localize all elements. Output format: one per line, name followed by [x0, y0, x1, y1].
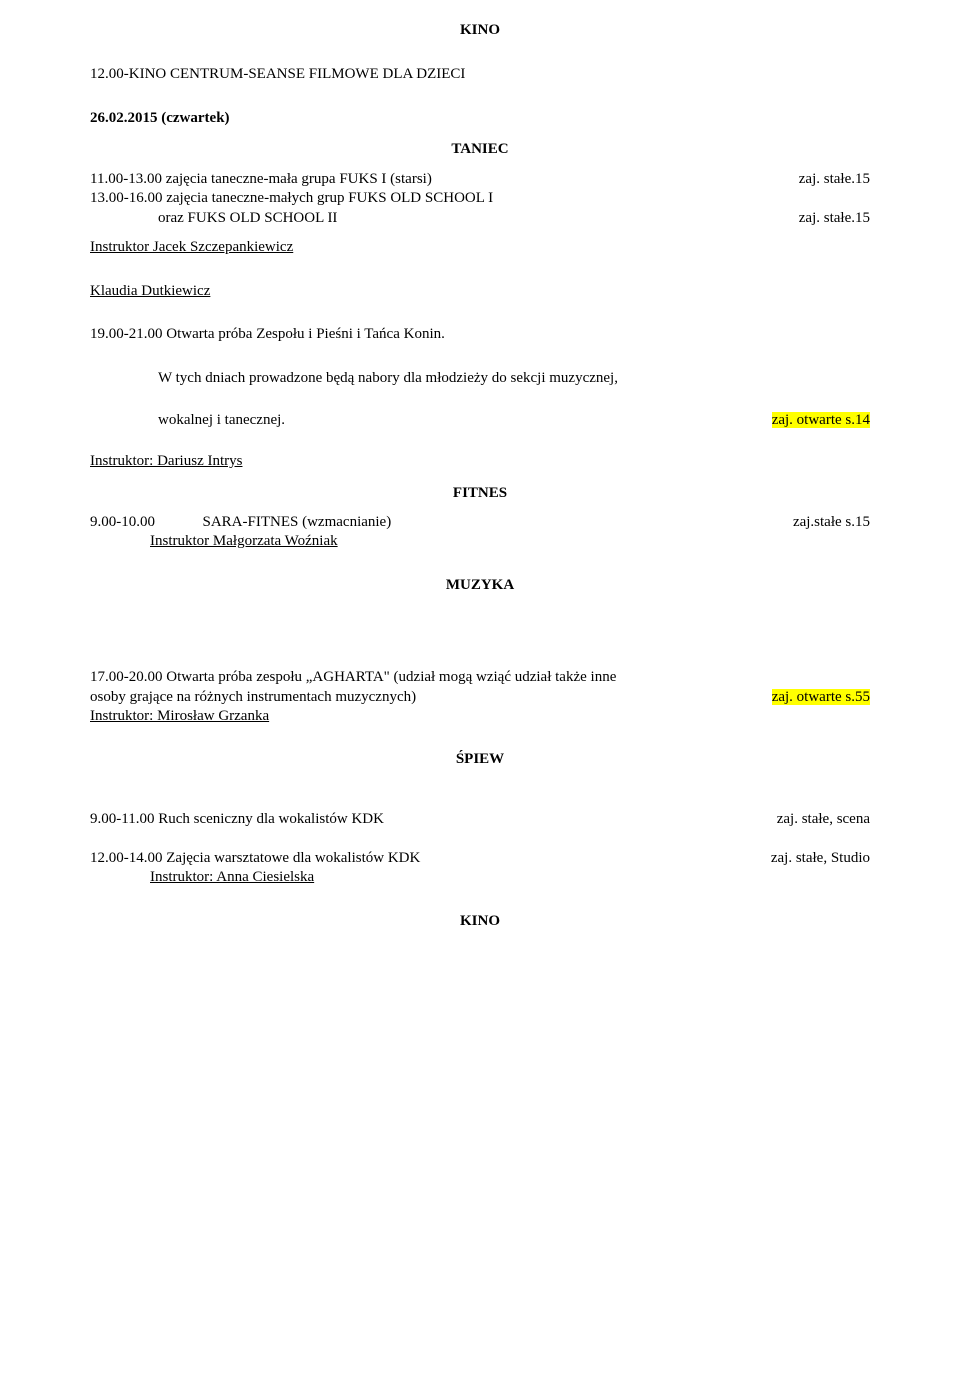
heading-muzyka: MUZYKA	[90, 575, 870, 597]
room: zaj. stałe.15	[799, 210, 870, 226]
heading-kino-2: KINO	[90, 911, 870, 933]
text: wokalnej i tanecznej.	[158, 412, 285, 428]
instructor-dariusz: Instruktor: Dariusz Intrys	[90, 451, 870, 473]
text: 9.00-11.00 Ruch sceniczny dla wokalistów…	[90, 811, 384, 827]
room: zaj. stałe, Studio	[771, 850, 870, 866]
text: 12.00-14.00 Zajęcia warsztatowe dla woka…	[90, 850, 420, 866]
line-otwarta-proba: 19.00-21.00 Otwarta próba Zespołu i Pieś…	[90, 324, 870, 346]
line-kino-seanse: 12.00-KINO CENTRUM-SEANSE FILMOWE DLA DZ…	[90, 64, 870, 86]
instructor-miroslaw: Instruktor: Mirosław Grzanka	[90, 706, 870, 728]
line-fuks-2a: 13.00-16.00 zajęcia taneczne-małych grup…	[90, 188, 870, 210]
youth-para-1: W tych dniach prowadzone będą nabory dla…	[90, 368, 870, 390]
page: KINO 12.00-KINO CENTRUM-SEANSE FILMOWE D…	[0, 0, 960, 973]
agharta-l1: 17.00-20.00 Otwarta próba zespołu „AGHAR…	[90, 667, 870, 689]
agharta-l2: osoby grające na różnych instrumentach m…	[90, 689, 870, 706]
date-line: 26.02.2015 (czwartek)	[90, 108, 870, 130]
line-ruch: 9.00-11.00 Ruch sceniczny dla wokalistów…	[90, 811, 870, 828]
line-fuks-2b: oraz FUKS OLD SCHOOL II zaj. stałe.15	[90, 210, 870, 227]
text: oraz FUKS OLD SCHOOL II	[90, 210, 337, 226]
instructor-malgorzata: Instruktor Małgorzata Woźniak	[90, 531, 870, 553]
line-warsztat: 12.00-14.00 Zajęcia warsztatowe dla woka…	[90, 850, 870, 867]
heading-fitnes: FITNES	[90, 483, 870, 505]
instructor-anna: Instruktor: Anna Ciesielska	[90, 867, 870, 889]
time: 9.00-10.00	[90, 514, 155, 530]
instructor-jacek: Instruktor Jacek Szczepankiewicz	[90, 237, 870, 259]
heading-kino: KINO	[90, 20, 870, 42]
room-highlight: zaj. otwarte s.55	[772, 689, 870, 705]
text: osoby grające na różnych instrumentach m…	[90, 689, 416, 705]
klaudia: Klaudia Dutkiewicz	[90, 281, 870, 303]
text: 11.00-13.00 zajęcia taneczne-mała grupa …	[90, 171, 432, 187]
line-fuks-1: 11.00-13.00 zajęcia taneczne-mała grupa …	[90, 171, 870, 188]
heading-taniec: TANIEC	[90, 139, 870, 161]
room: zaj.stałe s.15	[793, 514, 870, 530]
youth-para-2: wokalnej i tanecznej. zaj. otwarte s.14	[90, 412, 870, 429]
room: zaj. stałe.15	[799, 171, 870, 187]
room: zaj. stałe, scena	[777, 811, 870, 827]
room-highlight: zaj. otwarte s.14	[772, 412, 870, 428]
line-sara: 9.00-10.00 SARA-FITNES (wzmacnianie) zaj…	[90, 514, 870, 531]
heading-spiew: ŚPIEW	[90, 749, 870, 771]
label: SARA-FITNES (wzmacnianie)	[203, 514, 392, 530]
